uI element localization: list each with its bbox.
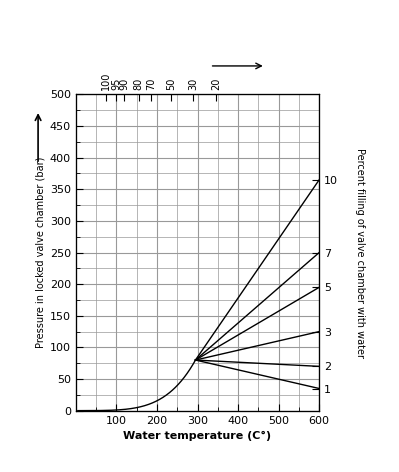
Y-axis label: Pressure in locked valve chamber (bar): Pressure in locked valve chamber (bar) [36, 157, 45, 348]
Y-axis label: Percent filling of valve chamber with water: Percent filling of valve chamber with wa… [355, 148, 365, 357]
X-axis label: Water temperature (C°): Water temperature (C°) [123, 431, 272, 441]
